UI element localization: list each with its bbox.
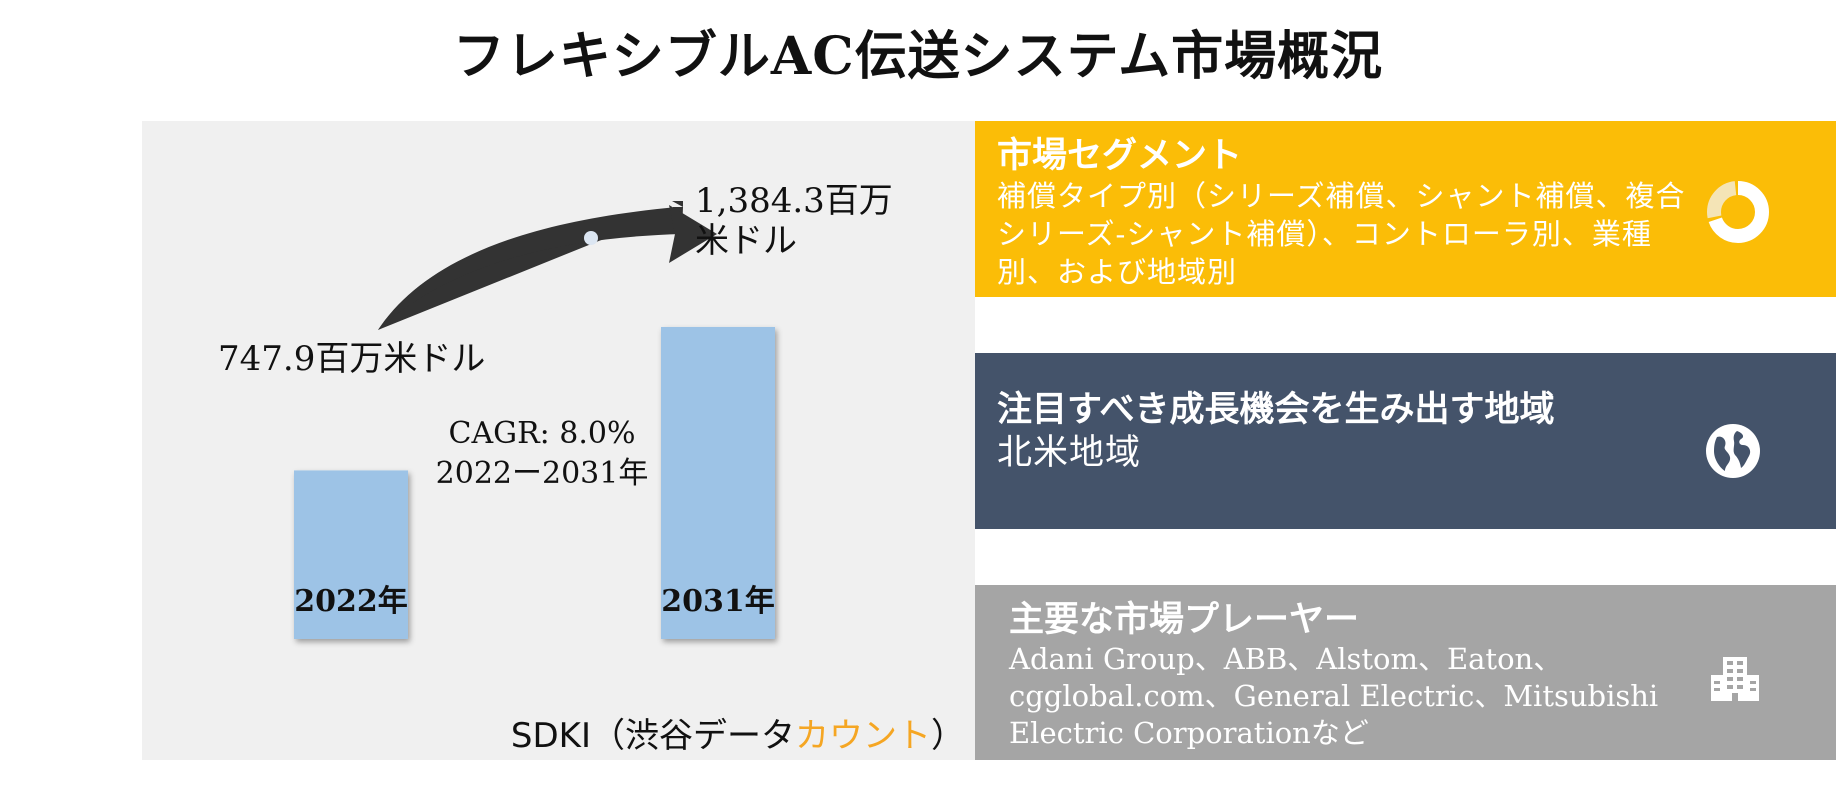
bar-2022 bbox=[294, 470, 408, 639]
players-title: 主要な市場プレーヤー bbox=[1009, 599, 1360, 640]
region-body: 北米地域 bbox=[997, 433, 1142, 473]
bar-2031 bbox=[661, 326, 775, 639]
globe-icon bbox=[1706, 424, 1760, 478]
page-title: フレキシブルAC伝送システム市場概況 bbox=[452, 26, 1384, 87]
source-suffix: ） bbox=[931, 716, 965, 756]
cagr-period: 2022ー2031年 bbox=[435, 456, 649, 491]
arrow-head-main bbox=[669, 205, 717, 263]
segments-body: 補償タイプ別（シリーズ補償、シャント補償、複合シリーズ-シャント補償）、コントロ… bbox=[997, 179, 1686, 289]
bar-category-2031: 2031年 bbox=[661, 584, 775, 619]
cagr-rate: CAGR: 8.0% bbox=[448, 416, 636, 451]
chart-panel: 747.9百万米ドル 1,384.3百万米ドル CAGR: 8.0% 2022ー… bbox=[142, 121, 975, 760]
region-title: 注目すべき成長機会を生み出す地域 bbox=[997, 389, 1555, 430]
players-body: Adani Group、ABB、Alstom、Eaton、cgglobal.co… bbox=[1009, 642, 1659, 750]
building-icon bbox=[1711, 655, 1759, 701]
segments-box: 市場セグメント 補償タイプ別（シリーズ補償、シャント補償、複合シリーズ-シャント… bbox=[975, 121, 1836, 297]
segments-title: 市場セグメント bbox=[997, 135, 1243, 176]
region-box: 注目すべき成長機会を生み出す地域 北米地域 bbox=[975, 353, 1836, 529]
bar-value-label-2031: 1,384.3百万米ドル bbox=[695, 181, 893, 261]
source-prefix: SDKI（渋谷データ bbox=[510, 716, 795, 756]
donut-chart-icon bbox=[1707, 181, 1769, 243]
bar-category-2022: 2022年 bbox=[294, 584, 408, 619]
source-accent: カウント bbox=[795, 716, 931, 756]
players-box: 主要な市場プレーヤー Adani Group、ABB、Alstom、Eaton、… bbox=[975, 585, 1836, 760]
arrow-dot bbox=[584, 231, 598, 245]
bar-chart bbox=[294, 201, 775, 639]
cagr-label: CAGR: 8.0% 2022ー2031年 bbox=[407, 414, 677, 494]
source-credit: SDKI（渋谷データカウント） bbox=[495, 708, 965, 757]
arrow-shaft bbox=[378, 207, 683, 330]
arrow-head bbox=[672, 201, 683, 207]
bar-value-label-2022: 747.9百万米ドル bbox=[218, 339, 486, 379]
